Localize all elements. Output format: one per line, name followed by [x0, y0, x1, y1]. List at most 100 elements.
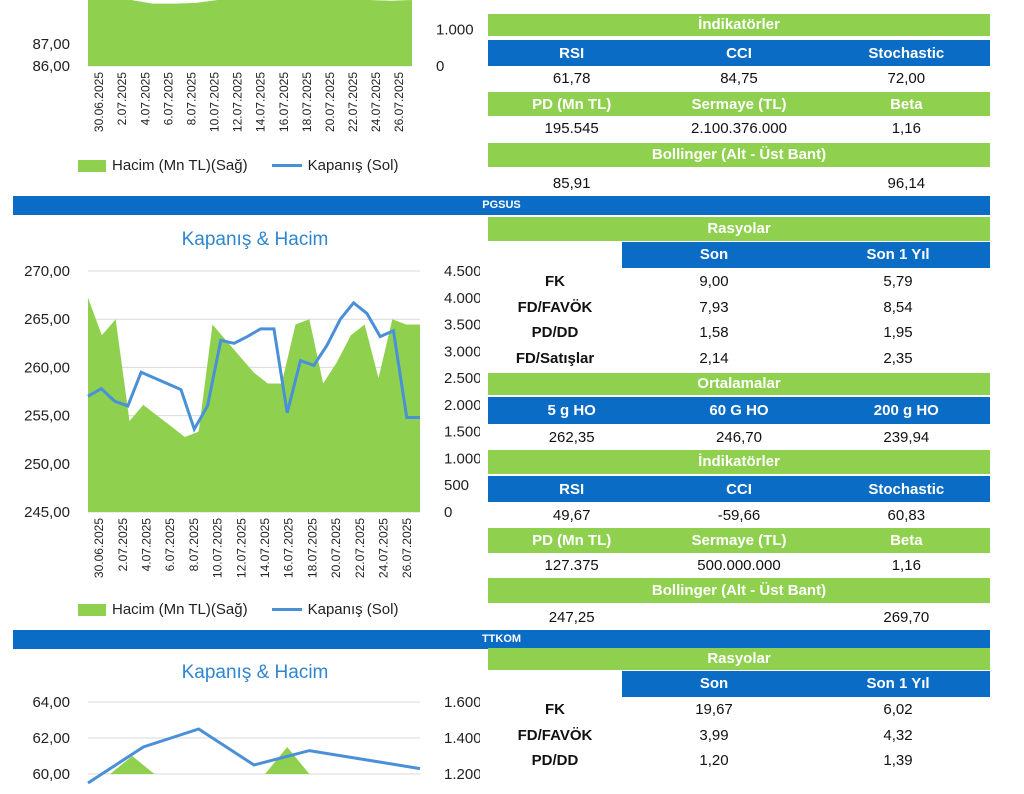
legend-volume-label: Hacim (Mn TL)(Sağ)	[112, 157, 248, 174]
bollinger-values-2: 247,25 269,70	[488, 606, 990, 628]
bollinger-high: 269,70	[883, 608, 930, 626]
ratio-row: FD/FAVÖK 3,99 4,32	[488, 723, 990, 749]
ratio-row: FK 19,67 6,02	[488, 697, 990, 723]
col-stochastic: Stochastic	[868, 480, 945, 498]
chart3: 64,00 62,00 60,00 1.600 1.400 1.200	[32, 694, 480, 785]
ratio-son1-value: 4,32	[883, 726, 913, 744]
x-tick-label: 8.07.2025	[187, 518, 201, 572]
averages-cols: 5 g HO 60 G HO 200 g HO	[488, 397, 990, 424]
x-tick-label: 14.07.2025	[254, 72, 268, 132]
y-left-tick-label: 260,00	[24, 359, 70, 376]
ratios-cols: Son Son 1 Yıl	[622, 242, 990, 268]
bollinger-values: 85,91 96,14	[488, 172, 990, 194]
indicators-header-2: İndikatörler	[488, 450, 990, 474]
x-tick-label: 22.07.2025	[346, 72, 360, 132]
legend-volume-swatch	[78, 603, 106, 616]
x-tick-label: 20.07.2025	[323, 72, 337, 132]
legend-close-swatch	[271, 608, 302, 611]
y-left-tick-label: 87,00	[32, 36, 70, 53]
ratio-row: FD/Satışlar 2,14 2,35	[488, 346, 990, 372]
pd-value: 127.375	[544, 556, 599, 574]
x-tick-label: 2.07.2025	[115, 72, 129, 126]
chart2: 270,00 265,00 260,00 255,00 250,00 245,00 4.50…	[24, 263, 480, 578]
y-right-tick-label: 1.000	[436, 21, 474, 38]
y-right-tick-label: 2.500	[444, 370, 480, 387]
rsi-value: 49,67	[552, 506, 591, 524]
x-tick-label: 2.07.2025	[116, 518, 130, 572]
col-sermaye: Sermaye (TL)	[691, 95, 787, 113]
ratio-row: PD/DD 1,58 1,95	[488, 320, 990, 346]
ratio-son1-value: 1,95	[883, 324, 913, 342]
chart2-legend: Hacim (Mn TL)(Sağ) Kapanış (Sol)	[78, 601, 398, 618]
legend-close-swatch	[271, 164, 302, 167]
col-son: Son	[622, 242, 806, 268]
x-tick-label: 18.07.2025	[300, 72, 314, 132]
x-tick-label: 12.07.2025	[234, 518, 248, 578]
avg60-value: 246,70	[716, 428, 762, 446]
legend-close-label: Kapanış (Sol)	[307, 601, 399, 618]
y-right-tick-label: 500	[444, 477, 469, 494]
indicators-header: İndikatörler	[488, 14, 990, 36]
col-cci: CCI	[726, 480, 752, 498]
y-left-tick-label: 64,00	[32, 694, 70, 711]
volume-area	[88, 747, 420, 774]
col-pd: PD (Mn TL)	[532, 95, 612, 113]
averages-values: 262,35 246,70 239,94	[488, 426, 990, 448]
x-tick-label: 24.07.2025	[376, 518, 390, 578]
ratio-son-value: 7,93	[699, 298, 729, 316]
col-beta: Beta	[890, 532, 923, 549]
cci-value: 84,75	[720, 69, 758, 87]
x-tick-label: 24.07.2025	[369, 72, 383, 132]
ratio-son-value: 3,99	[699, 726, 729, 744]
x-tick-label: 26.07.2025	[400, 518, 414, 578]
ratio-son1-value: 6,02	[883, 701, 913, 719]
avg200-value: 239,94	[883, 428, 930, 446]
col-cci: CCI	[726, 44, 752, 62]
ratio-son1-value: 2,35	[883, 349, 913, 367]
stochastic-value: 72,00	[887, 69, 926, 87]
chart2-title: Kapanış & Hacim	[181, 229, 329, 250]
chart1-legend: Hacim (Mn TL)(Sağ) Kapanış (Sol)	[78, 157, 398, 174]
sermaye-value: 2.100.376.000	[691, 119, 787, 137]
sermaye-value: 500.000.000	[697, 556, 781, 574]
rsi-value: 61,78	[552, 69, 591, 87]
y-right-tick-label: 1.200	[444, 766, 480, 783]
x-tick-label: 8.07.2025	[184, 72, 198, 126]
y-right-tick-label: 0	[444, 504, 452, 521]
x-tick-label: 16.07.2025	[277, 72, 291, 132]
ratio-son-value: 19,67	[695, 701, 733, 719]
legend-volume-label: Hacim (Mn TL)(Sağ)	[112, 601, 248, 618]
indicators-values-2: 49,67 -59,66 60,83	[488, 504, 990, 526]
col-rsi: RSI	[559, 480, 585, 498]
ratio-son-value: 1,58	[699, 324, 729, 342]
col-son: Son	[622, 671, 806, 697]
x-tick-label: 18.07.2025	[305, 518, 319, 578]
ratios-header-3: Rasyolar	[488, 648, 990, 670]
y-right-tick-label: 1.500	[444, 424, 480, 441]
pd-cols: PD (Mn TL) Sermaye (TL) Beta	[488, 92, 990, 116]
pd-values: 195.545 2.100.376.000 1,16	[488, 117, 990, 139]
y-left-tick-label: 250,00	[24, 456, 70, 473]
y-right-tick-label: 3.500	[444, 317, 480, 334]
averages-header: Ortalamalar	[488, 373, 990, 395]
col-200g: 200 g HO	[873, 402, 939, 419]
ratio-son1-value: 1,39	[883, 752, 913, 770]
y-right-tick-label: 1.000	[444, 450, 480, 467]
close-line	[87, 727, 421, 785]
col-beta: Beta	[890, 95, 923, 113]
ratio-son-value: 2,14	[699, 349, 729, 367]
col-rsi: RSI	[559, 44, 585, 62]
x-tick-label: 30.06.2025	[92, 72, 106, 132]
ratio-row: FD/FAVÖK 7,93 8,54	[488, 295, 990, 321]
x-tick-label: 4.07.2025	[138, 72, 152, 126]
col-5g: 5 g HO	[547, 402, 596, 419]
volume-area	[88, 297, 420, 512]
bollinger-header: Bollinger (Alt - Üst Bant)	[488, 143, 990, 167]
ticker-bar-pgsus: PGSUS	[13, 196, 990, 215]
bollinger-header-2: Bollinger (Alt - Üst Bant)	[488, 578, 990, 603]
x-tick-label: 22.07.2025	[353, 518, 367, 578]
ratios-header: Rasyolar	[488, 217, 990, 241]
pd-values-2: 127.375 500.000.000 1,16	[488, 554, 990, 576]
ratio-label: FK	[545, 273, 565, 291]
col-stochastic: Stochastic	[868, 44, 945, 62]
